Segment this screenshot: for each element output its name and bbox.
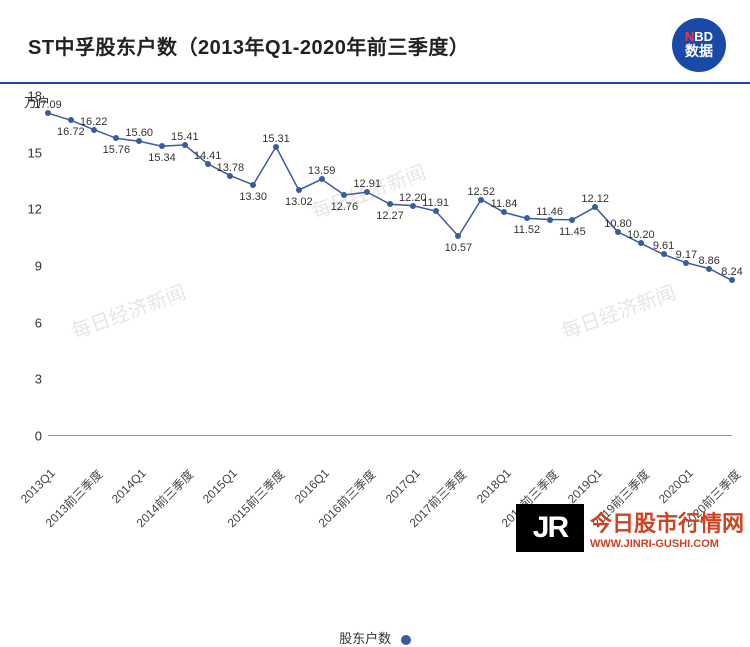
x-tick: 2019Q1 bbox=[565, 466, 605, 506]
data-label: 10.57 bbox=[445, 242, 473, 254]
data-label: 12.76 bbox=[331, 201, 359, 213]
x-tick: 2017Q1 bbox=[383, 466, 423, 506]
data-label: 16.22 bbox=[80, 116, 108, 128]
y-tick: 9 bbox=[18, 259, 42, 274]
data-label: 13.30 bbox=[239, 191, 267, 203]
data-point bbox=[341, 192, 347, 198]
y-tick: 6 bbox=[18, 315, 42, 330]
jr-badge: JR bbox=[516, 504, 584, 552]
footer-en: WWW.JINRI-GUSHI.COM bbox=[590, 538, 744, 550]
nbd-logo: NBD 数据 bbox=[672, 18, 726, 72]
data-point bbox=[569, 217, 575, 223]
data-label: 16.72 bbox=[57, 126, 85, 138]
data-label: 15.34 bbox=[148, 152, 176, 164]
legend: 股东户数 bbox=[0, 628, 750, 647]
x-tick: 2015Q1 bbox=[200, 466, 240, 506]
x-axis-line bbox=[48, 435, 732, 436]
data-label: 8.24 bbox=[721, 266, 742, 278]
y-tick: 0 bbox=[18, 429, 42, 444]
data-label: 9.17 bbox=[676, 249, 697, 261]
data-label: 15.76 bbox=[103, 144, 131, 156]
data-label: 12.52 bbox=[467, 186, 495, 198]
data-label: 12.91 bbox=[353, 178, 381, 190]
data-label: 15.41 bbox=[171, 131, 199, 143]
x-tick: 2014Q1 bbox=[109, 466, 149, 506]
data-point bbox=[387, 201, 393, 207]
data-label: 15.60 bbox=[125, 127, 153, 139]
data-label: 8.86 bbox=[698, 255, 719, 267]
line-svg bbox=[48, 96, 732, 436]
data-label: 11.46 bbox=[536, 206, 563, 218]
x-tick: 2016Q1 bbox=[291, 466, 331, 506]
data-point bbox=[296, 187, 302, 193]
data-point bbox=[524, 215, 530, 221]
chart-area: 万户 每日经济新闻 每日经济新闻 每日经济新闻 036912151817.091… bbox=[0, 96, 750, 466]
data-label: 13.78 bbox=[217, 162, 245, 174]
data-label: 9.61 bbox=[653, 240, 674, 252]
logo-cn: 数据 bbox=[685, 44, 713, 59]
data-point bbox=[159, 143, 165, 149]
y-tick: 3 bbox=[18, 372, 42, 387]
data-label: 10.20 bbox=[627, 229, 655, 241]
data-label: 15.31 bbox=[262, 133, 290, 145]
data-label: 12.27 bbox=[376, 210, 404, 222]
page-title: ST中孚股东户数（2013年Q1-2020年前三季度） bbox=[28, 31, 469, 60]
data-point bbox=[68, 117, 74, 123]
data-label: 17.09 bbox=[34, 99, 62, 111]
footer-cn: 今日股市行情网 bbox=[590, 506, 744, 538]
footer-logo: JR 今日股市行情网 WWW.JINRI-GUSHI.COM bbox=[516, 504, 744, 552]
plot-region: 每日经济新闻 每日经济新闻 每日经济新闻 036912151817.0916.7… bbox=[48, 96, 732, 436]
data-label: 13.59 bbox=[308, 165, 336, 177]
data-label: 11.84 bbox=[491, 198, 518, 210]
y-tick: 15 bbox=[18, 145, 42, 160]
y-tick: 12 bbox=[18, 202, 42, 217]
data-point bbox=[455, 233, 461, 239]
legend-label: 股东户数 bbox=[339, 631, 391, 646]
header-divider bbox=[0, 82, 750, 84]
x-tick: 2018Q1 bbox=[474, 466, 514, 506]
data-point bbox=[113, 135, 119, 141]
legend-dot bbox=[401, 635, 411, 645]
data-label: 11.45 bbox=[559, 226, 586, 238]
data-label: 13.02 bbox=[285, 196, 313, 208]
x-tick: 2020Q1 bbox=[656, 466, 696, 506]
data-label: 11.52 bbox=[513, 224, 540, 236]
data-label: 12.12 bbox=[581, 193, 609, 205]
logo-nbd: NBD bbox=[685, 30, 713, 44]
data-point bbox=[250, 182, 256, 188]
data-label: 14.41 bbox=[194, 150, 222, 162]
data-label: 11.91 bbox=[422, 197, 449, 209]
data-label: 10.80 bbox=[604, 218, 632, 230]
x-tick: 2013Q1 bbox=[18, 466, 58, 506]
